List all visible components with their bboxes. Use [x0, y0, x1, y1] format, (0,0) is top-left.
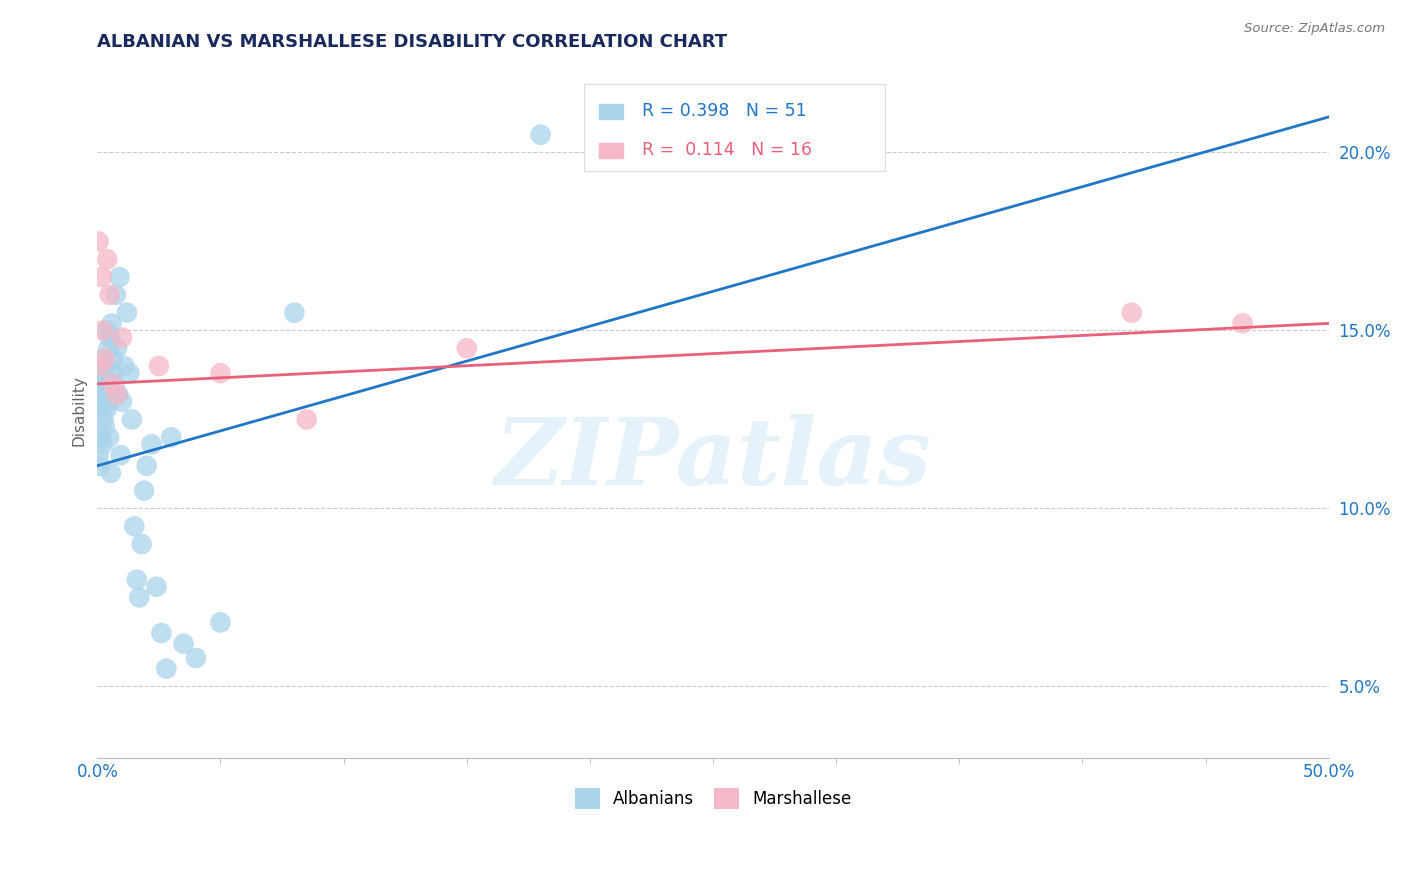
Point: [94, 359, 117, 373]
Point: [89, 359, 111, 373]
Point: [115, 306, 138, 320]
Point: [184, 651, 207, 665]
FancyBboxPatch shape: [599, 103, 623, 119]
Point: [90, 270, 112, 285]
Point: [96, 401, 118, 416]
Point: [98, 330, 121, 344]
Point: [90, 430, 112, 444]
Point: [89, 401, 111, 416]
Point: [100, 466, 122, 480]
Text: R =  0.114   N = 16: R = 0.114 N = 16: [641, 142, 811, 160]
Point: [1232, 317, 1254, 331]
Point: [295, 412, 318, 426]
Point: [209, 366, 232, 380]
Point: [108, 270, 131, 285]
Point: [103, 351, 125, 366]
Point: [105, 341, 128, 355]
Point: [141, 437, 163, 451]
Point: [114, 359, 136, 373]
Point: [91, 323, 114, 337]
Point: [98, 394, 121, 409]
Point: [131, 537, 153, 551]
Point: [97, 341, 120, 355]
Point: [283, 306, 305, 320]
Point: [101, 366, 124, 380]
Point: [135, 458, 157, 473]
Point: [128, 591, 150, 605]
Point: [104, 376, 127, 391]
Text: ZIPatlas: ZIPatlas: [495, 414, 932, 504]
Point: [111, 394, 134, 409]
Point: [101, 376, 124, 391]
Point: [98, 288, 121, 302]
Point: [97, 376, 120, 391]
Point: [150, 626, 173, 640]
Point: [89, 458, 111, 473]
Y-axis label: Disability: Disability: [72, 376, 86, 446]
Point: [160, 430, 183, 444]
Point: [125, 573, 148, 587]
Point: [100, 317, 122, 331]
Point: [90, 394, 112, 409]
Point: [111, 330, 134, 344]
Point: [91, 437, 114, 451]
Point: [145, 580, 167, 594]
Text: Source: ZipAtlas.com: Source: ZipAtlas.com: [1244, 22, 1385, 36]
Point: [96, 252, 118, 267]
Text: R = 0.398   N = 51: R = 0.398 N = 51: [641, 103, 806, 120]
Point: [530, 128, 553, 142]
FancyBboxPatch shape: [599, 143, 623, 158]
Point: [94, 387, 117, 401]
Text: ALBANIAN VS MARSHALLESE DISABILITY CORRELATION CHART: ALBANIAN VS MARSHALLESE DISABILITY CORRE…: [97, 33, 727, 51]
Point: [96, 323, 118, 337]
Point: [89, 376, 111, 391]
Point: [1121, 306, 1143, 320]
Point: [134, 483, 156, 498]
Point: [87, 235, 110, 249]
Point: [110, 448, 132, 462]
Point: [155, 662, 177, 676]
Point: [105, 387, 128, 401]
Point: [91, 351, 114, 366]
Legend: Albanians, Marshallese: Albanians, Marshallese: [568, 781, 858, 815]
Point: [456, 341, 478, 355]
Point: [87, 448, 110, 462]
Point: [98, 430, 121, 444]
Point: [118, 366, 141, 380]
Point: [93, 412, 115, 426]
Point: [121, 412, 143, 426]
Point: [93, 419, 115, 434]
Point: [124, 519, 146, 533]
Point: [93, 366, 115, 380]
Point: [93, 351, 115, 366]
FancyBboxPatch shape: [583, 85, 886, 171]
Point: [104, 288, 127, 302]
Point: [148, 359, 170, 373]
Point: [107, 387, 129, 401]
Point: [209, 615, 232, 630]
Point: [173, 637, 195, 651]
